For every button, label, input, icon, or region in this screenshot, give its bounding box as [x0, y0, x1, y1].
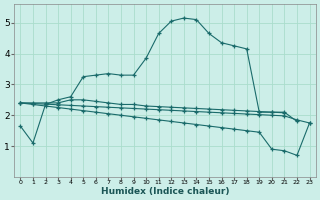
X-axis label: Humidex (Indice chaleur): Humidex (Indice chaleur): [101, 187, 229, 196]
